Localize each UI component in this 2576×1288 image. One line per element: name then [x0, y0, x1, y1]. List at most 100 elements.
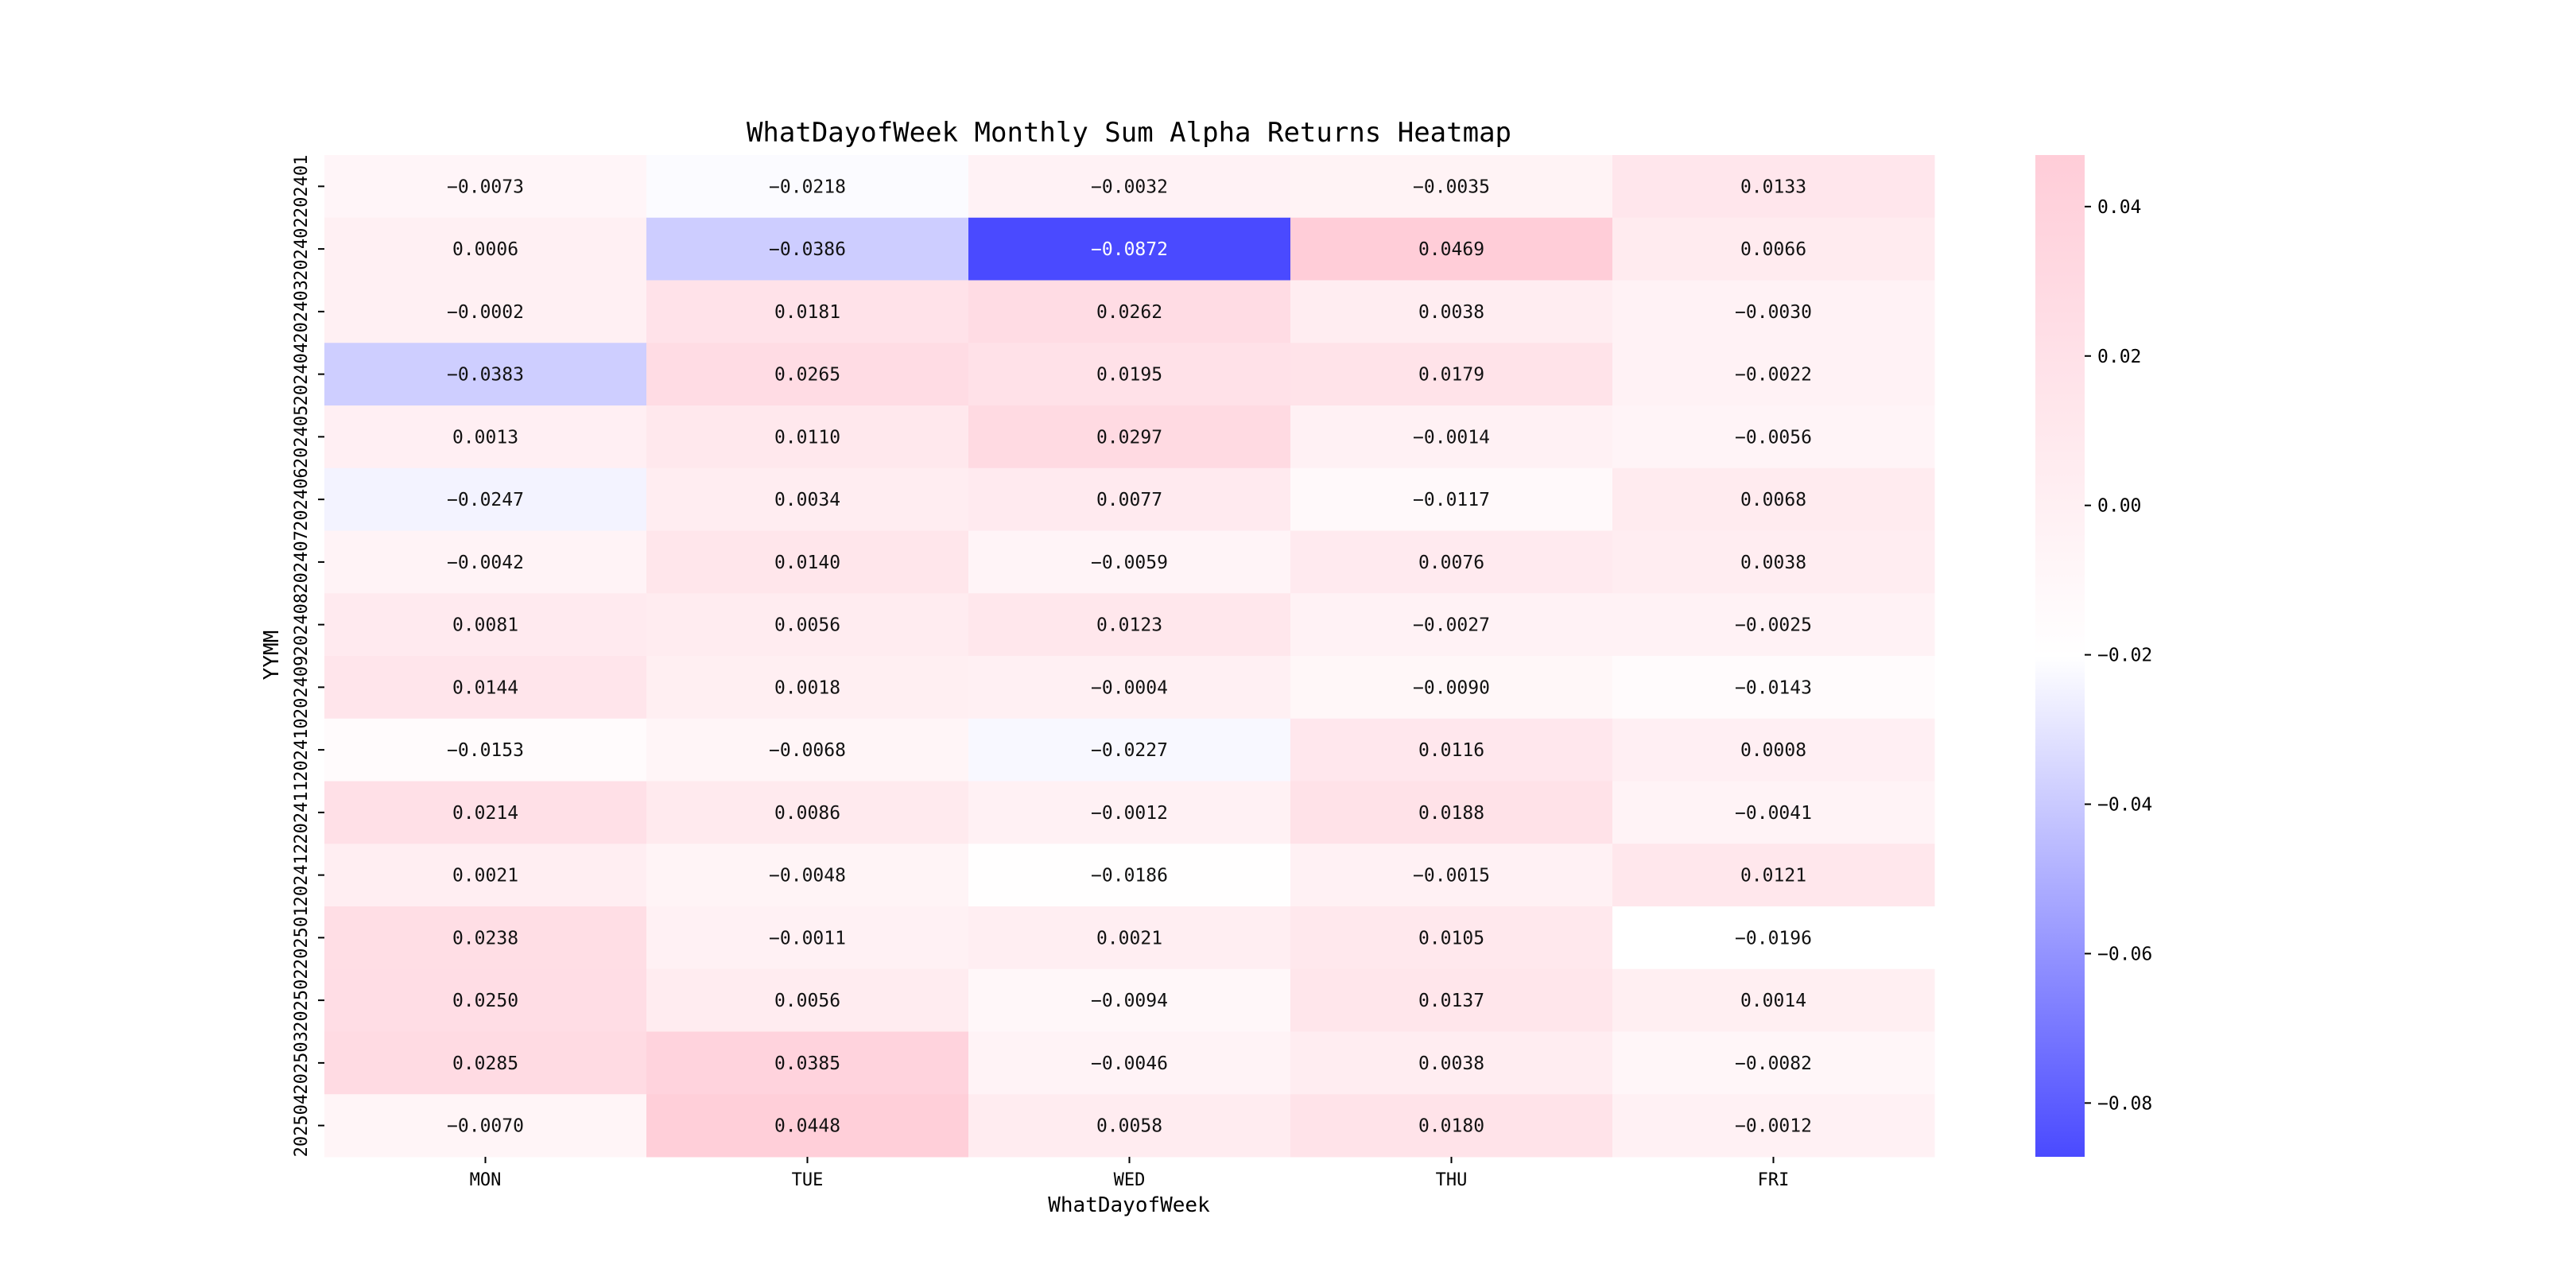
- cell-value-label: −0.0094: [1091, 991, 1168, 1011]
- heatmap-cell: [968, 1031, 1291, 1095]
- heatmap-cell: [324, 656, 647, 720]
- cell-value-label: −0.0872: [1091, 239, 1168, 260]
- heatmap-cell: [1612, 656, 1935, 720]
- y-tick-label: 202410: [292, 718, 312, 781]
- cell-value-label: −0.0022: [1735, 365, 1812, 386]
- x-tick-label: MON: [470, 1170, 502, 1190]
- heatmap-cell: [968, 593, 1291, 657]
- colorbar-tick-label: 0.02: [2097, 347, 2141, 367]
- heatmap-cell: [1612, 280, 1935, 343]
- chart-title: WhatDayofWeek Monthly Sum Alpha Returns …: [747, 117, 1511, 149]
- cell-value-label: 0.0034: [774, 490, 840, 510]
- heatmap-cell: [646, 718, 969, 782]
- y-tick-label: 202502: [292, 968, 312, 1031]
- y-tick-label: 202407: [292, 530, 312, 593]
- cell-value-label: 0.0123: [1096, 615, 1162, 636]
- cell-value-label: 0.0068: [1740, 490, 1806, 510]
- cell-value-label: 0.0038: [1418, 302, 1484, 323]
- heatmap-cell: [968, 467, 1291, 531]
- cell-value-label: 0.0038: [1418, 1053, 1484, 1074]
- heatmap-cell: [1290, 906, 1613, 970]
- heatmap-cell: [646, 968, 969, 1032]
- cell-value-label: −0.0042: [447, 553, 524, 573]
- heatmap-cell: [324, 155, 647, 219]
- heatmap-cell: [1290, 1031, 1613, 1095]
- colorbar-tick-label: −0.08: [2097, 1093, 2152, 1114]
- y-tick-label: 202411: [292, 781, 312, 844]
- cell-value-label: −0.0153: [447, 740, 524, 761]
- heatmap-cell: [646, 1094, 969, 1158]
- y-tick-label: 202404: [292, 343, 312, 405]
- cell-value-label: 0.0076: [1418, 553, 1484, 573]
- heatmap-cell: [646, 1031, 969, 1095]
- cell-value-label: 0.0110: [774, 427, 840, 448]
- cell-value-label: −0.0117: [1413, 490, 1490, 510]
- colorbar: 0.04 0.02 0.00 −0.02 −0.04 −0.06 −0.08: [2035, 155, 2152, 1157]
- heatmap-cell: [1290, 155, 1613, 219]
- heatmap-cell: [1612, 343, 1935, 406]
- heatmap-cell: [968, 1094, 1291, 1158]
- heatmap-cell: [646, 593, 969, 657]
- y-tick-label: 202408: [292, 593, 312, 656]
- cell-value-label: −0.0227: [1091, 740, 1168, 761]
- cell-value-label: 0.0077: [1096, 490, 1162, 510]
- heatmap-cell: [1612, 217, 1935, 281]
- cell-value-label: 0.0056: [774, 991, 840, 1011]
- cell-value-label: −0.0143: [1735, 677, 1812, 698]
- heatmap-cell: [1612, 906, 1935, 970]
- cell-value-label: 0.0179: [1418, 365, 1484, 386]
- y-axis-ticks: 2024012024022024032024042024052024062024…: [292, 155, 324, 1157]
- heatmap-cell: [1612, 467, 1935, 531]
- cell-value-label: 0.0121: [1740, 866, 1806, 886]
- heatmap-cell: [324, 343, 647, 406]
- cell-value-label: 0.0181: [774, 302, 840, 323]
- cell-value-label: −0.0015: [1413, 866, 1490, 886]
- cell-value-label: −0.0012: [1091, 803, 1168, 824]
- x-tick-label: TUE: [792, 1170, 824, 1190]
- cell-value-label: −0.0046: [1091, 1053, 1168, 1074]
- x-axis-ticks: MON TUE WED THU FRI: [470, 1157, 1789, 1190]
- heatmap-cell: [324, 217, 647, 281]
- heatmap-cell: [1612, 781, 1935, 844]
- cell-value-label: −0.0383: [447, 365, 524, 386]
- cell-value-label: 0.0297: [1096, 427, 1162, 448]
- cell-value-label: −0.0041: [1735, 803, 1812, 824]
- cell-value-label: 0.0086: [774, 803, 840, 824]
- cell-value-label: 0.0018: [774, 677, 840, 698]
- cell-value-label: −0.0011: [769, 928, 846, 949]
- heatmap-cell: [1290, 405, 1613, 469]
- heatmap-cell: [1290, 217, 1613, 281]
- cell-value-label: 0.0180: [1418, 1116, 1484, 1137]
- heatmap-cell: [1612, 593, 1935, 657]
- heatmap-cell: [968, 906, 1291, 970]
- cell-value-label: −0.0386: [769, 239, 846, 260]
- cell-value-label: 0.0133: [1740, 177, 1806, 197]
- heatmap-cell: [324, 405, 647, 469]
- heatmap-cell: [1290, 968, 1613, 1032]
- cell-value-label: −0.0032: [1091, 177, 1168, 197]
- heatmap-cell: [1290, 1094, 1613, 1158]
- y-tick-label: 202503: [292, 1031, 312, 1094]
- heatmap-cell: [646, 530, 969, 594]
- heatmap-cell: [646, 467, 969, 531]
- y-tick-label: 202405: [292, 405, 312, 468]
- heatmap-cell: [968, 405, 1291, 469]
- y-tick-label: 202401: [292, 155, 312, 218]
- y-tick-label: 202403: [292, 280, 312, 343]
- cell-value-label: 0.0081: [452, 615, 518, 636]
- heatmap-cell: [968, 217, 1291, 281]
- y-tick-label: 202406: [292, 467, 312, 530]
- x-axis-label: WhatDayofWeek: [1048, 1193, 1210, 1217]
- cell-value-label: 0.0385: [774, 1053, 840, 1074]
- cell-value-label: −0.0004: [1091, 677, 1168, 698]
- cell-value-label: 0.0056: [774, 615, 840, 636]
- heatmap-cell: [324, 906, 647, 970]
- cell-value-label: 0.0038: [1740, 553, 1806, 573]
- cell-value-label: −0.0196: [1735, 928, 1812, 949]
- cell-value-label: −0.0025: [1735, 615, 1812, 636]
- cell-value-label: 0.0448: [774, 1116, 840, 1137]
- cell-value-label: 0.0265: [774, 365, 840, 386]
- y-tick-label: 202412: [292, 844, 312, 906]
